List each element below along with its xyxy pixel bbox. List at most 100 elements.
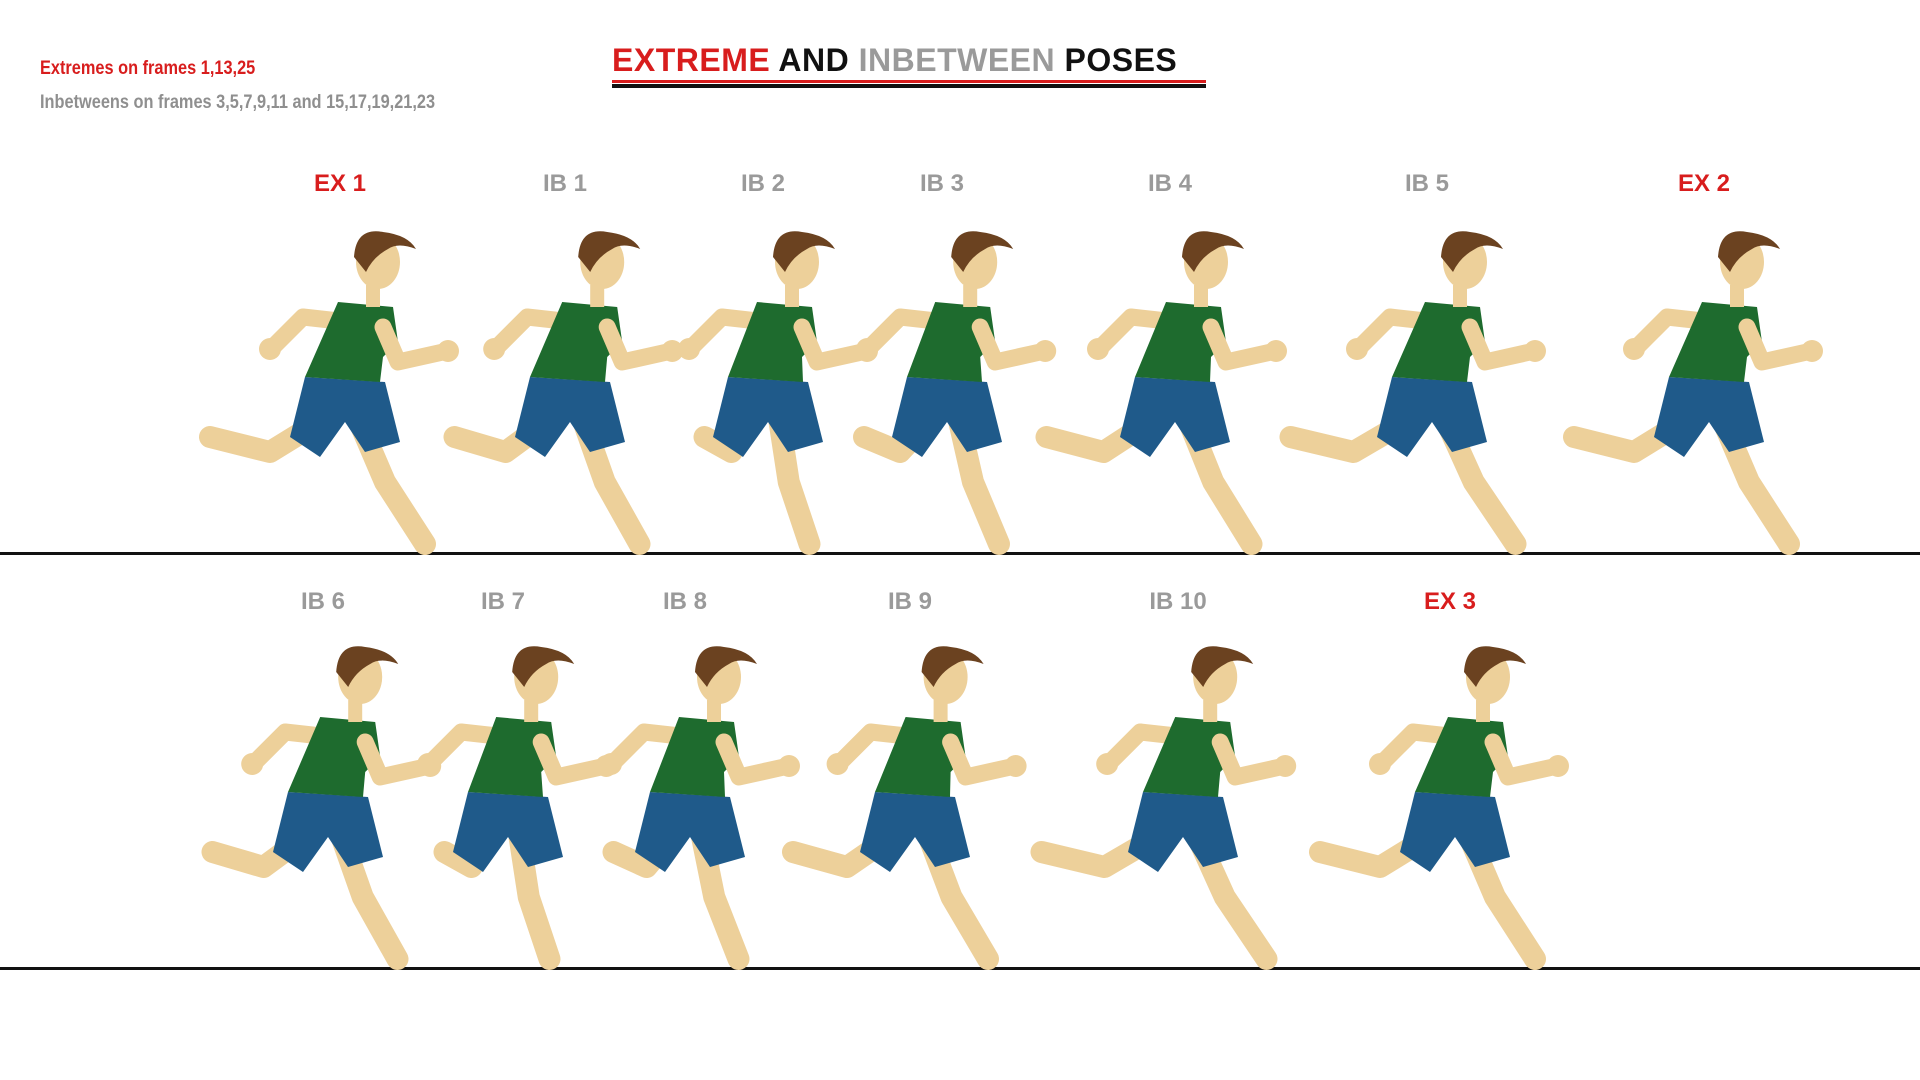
frame-label: EX 1 bbox=[313, 170, 367, 197]
front-arm bbox=[715, 733, 793, 786]
runner-figure bbox=[782, 646, 1027, 970]
runner-figure bbox=[201, 646, 442, 970]
fist bbox=[1524, 340, 1546, 362]
title-extreme: EXTREME bbox=[612, 42, 771, 78]
frame-label: IB 3 bbox=[919, 170, 965, 197]
frame-label: IB 4 bbox=[1147, 170, 1193, 197]
neck bbox=[590, 285, 605, 307]
runner-figure bbox=[600, 646, 800, 970]
fist bbox=[259, 338, 281, 360]
hair bbox=[1464, 646, 1526, 687]
title-and: AND bbox=[770, 42, 859, 78]
shorts bbox=[635, 792, 745, 872]
shorts bbox=[860, 792, 970, 872]
shorts bbox=[1377, 377, 1487, 457]
shirt bbox=[530, 302, 623, 382]
runner-figure bbox=[1035, 231, 1287, 555]
shorts bbox=[453, 792, 563, 872]
hair bbox=[1718, 231, 1780, 272]
hair bbox=[1441, 231, 1503, 272]
fist bbox=[1096, 753, 1119, 775]
fist bbox=[1369, 753, 1391, 775]
runner-figure bbox=[853, 231, 1057, 555]
runner-figure bbox=[1563, 231, 1823, 555]
shirt bbox=[1135, 302, 1226, 382]
title-underline bbox=[612, 84, 1206, 88]
front-arm bbox=[598, 318, 676, 371]
neck bbox=[707, 700, 721, 722]
hair bbox=[951, 231, 1014, 272]
fist bbox=[661, 340, 684, 362]
ground-line-row-2 bbox=[0, 967, 1920, 970]
fist bbox=[1623, 338, 1645, 360]
runner-figure bbox=[1030, 646, 1297, 970]
fist bbox=[826, 753, 849, 775]
hair bbox=[1191, 646, 1254, 687]
neck bbox=[1730, 285, 1744, 307]
shirt bbox=[1415, 717, 1508, 797]
front-arm bbox=[793, 318, 871, 371]
frame-label: IB 5 bbox=[1404, 170, 1450, 197]
title-poses: POSES bbox=[1055, 42, 1178, 78]
shorts bbox=[1128, 792, 1238, 872]
frame-notes: Extremes on frames 1,13,25 Inbetweens on… bbox=[40, 52, 435, 120]
neck bbox=[1203, 700, 1218, 722]
front-arm bbox=[356, 733, 434, 786]
fist bbox=[600, 753, 622, 775]
runner-figure bbox=[417, 646, 618, 970]
shorts bbox=[273, 792, 383, 872]
fist bbox=[1087, 338, 1109, 360]
front-arm bbox=[1461, 318, 1539, 371]
page-title: EXTREME AND INBETWEEN POSES bbox=[612, 42, 1177, 79]
fist bbox=[856, 338, 879, 360]
hair bbox=[512, 646, 575, 687]
front-arm bbox=[374, 318, 452, 371]
neck bbox=[524, 700, 539, 722]
neck bbox=[1476, 700, 1490, 722]
front-arm bbox=[1202, 318, 1280, 371]
frame-label: IB 6 bbox=[300, 588, 346, 615]
ground-line-row-1 bbox=[0, 552, 1920, 555]
fist bbox=[1034, 340, 1057, 362]
shorts bbox=[1120, 377, 1230, 457]
frame-label: IB 8 bbox=[662, 588, 708, 615]
shirt bbox=[650, 717, 739, 797]
fist bbox=[678, 338, 700, 360]
fist bbox=[1004, 755, 1027, 777]
front-arm bbox=[942, 733, 1020, 786]
runner-figure bbox=[678, 231, 878, 555]
title-underline-red bbox=[612, 80, 1206, 83]
front-arm bbox=[971, 318, 1049, 371]
shorts bbox=[515, 377, 625, 457]
front-arm bbox=[1211, 733, 1289, 786]
title-inbetween: INBETWEEN bbox=[858, 42, 1056, 78]
frame-label: EX 3 bbox=[1423, 588, 1477, 615]
shorts bbox=[290, 377, 400, 457]
extremes-note: Extremes on frames 1,13,25 bbox=[40, 58, 256, 79]
shirt bbox=[288, 717, 381, 797]
fist bbox=[1346, 338, 1368, 360]
shirt bbox=[1143, 717, 1236, 797]
fist bbox=[241, 753, 264, 775]
neck bbox=[963, 285, 978, 307]
runner-figure bbox=[1279, 231, 1546, 555]
runner-figure bbox=[443, 231, 684, 555]
hair bbox=[695, 646, 757, 687]
frame-label: IB 2 bbox=[740, 170, 786, 197]
fist bbox=[778, 755, 800, 777]
front-arm bbox=[532, 733, 610, 786]
front-arm bbox=[1738, 318, 1816, 371]
neck bbox=[366, 285, 380, 307]
shirt bbox=[305, 302, 398, 382]
frame-label: IB 7 bbox=[480, 588, 526, 615]
shorts bbox=[892, 377, 1002, 457]
shirt bbox=[728, 302, 817, 382]
hair bbox=[336, 646, 399, 687]
shorts bbox=[713, 377, 823, 457]
shirt bbox=[1392, 302, 1485, 382]
fist bbox=[1547, 755, 1569, 777]
neck bbox=[348, 700, 363, 722]
neck bbox=[1194, 285, 1208, 307]
runner-figure bbox=[199, 231, 459, 555]
